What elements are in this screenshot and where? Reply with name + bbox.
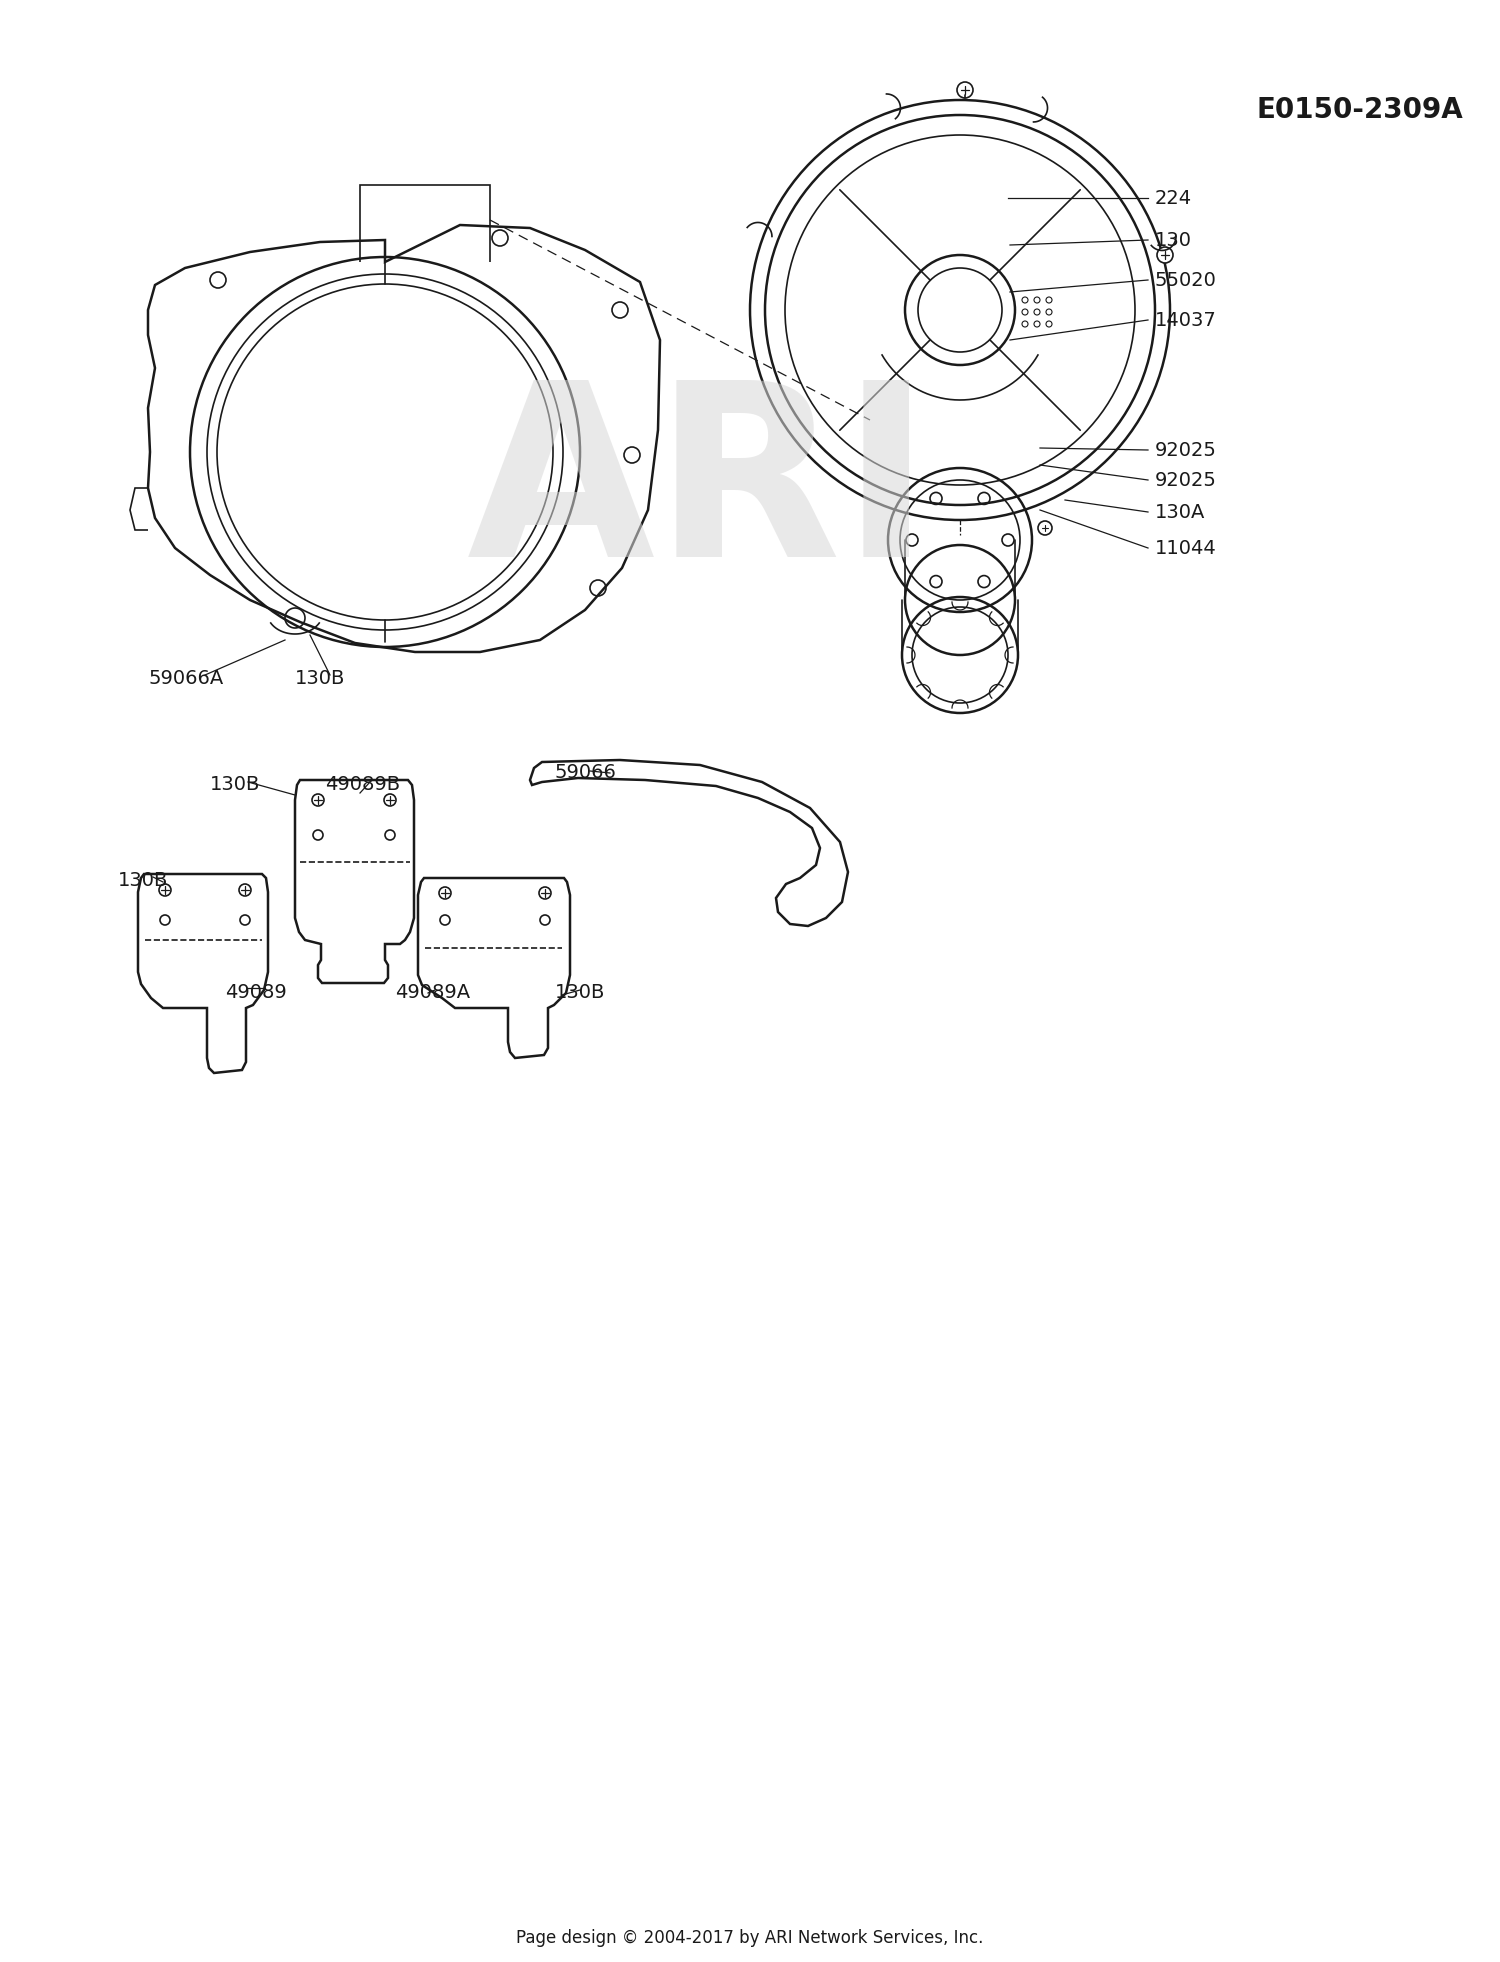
Text: 130B: 130B <box>555 983 606 1001</box>
Text: 11044: 11044 <box>1155 538 1216 557</box>
Text: 92025: 92025 <box>1155 471 1216 489</box>
Text: E0150-2309A: E0150-2309A <box>1257 96 1464 124</box>
Circle shape <box>1038 522 1052 536</box>
Text: 14037: 14037 <box>1155 310 1216 330</box>
Text: 130B: 130B <box>210 775 261 795</box>
Circle shape <box>957 82 974 98</box>
Text: 59066: 59066 <box>555 763 616 781</box>
Text: 49089B: 49089B <box>326 775 400 795</box>
Circle shape <box>1156 247 1173 263</box>
Text: 49089: 49089 <box>225 983 286 1001</box>
Text: 55020: 55020 <box>1155 271 1216 290</box>
Text: 130B: 130B <box>296 669 345 687</box>
Text: 130B: 130B <box>118 871 168 889</box>
Text: 49089A: 49089A <box>394 983 470 1001</box>
Text: 92025: 92025 <box>1155 441 1216 459</box>
Text: 130: 130 <box>1155 230 1192 249</box>
Text: 59066A: 59066A <box>148 669 224 687</box>
Text: 130A: 130A <box>1155 502 1206 522</box>
Text: 224: 224 <box>1155 188 1192 208</box>
Text: Page design © 2004-2017 by ARI Network Services, Inc.: Page design © 2004-2017 by ARI Network S… <box>516 1929 984 1946</box>
Text: ARI: ARI <box>468 373 933 608</box>
